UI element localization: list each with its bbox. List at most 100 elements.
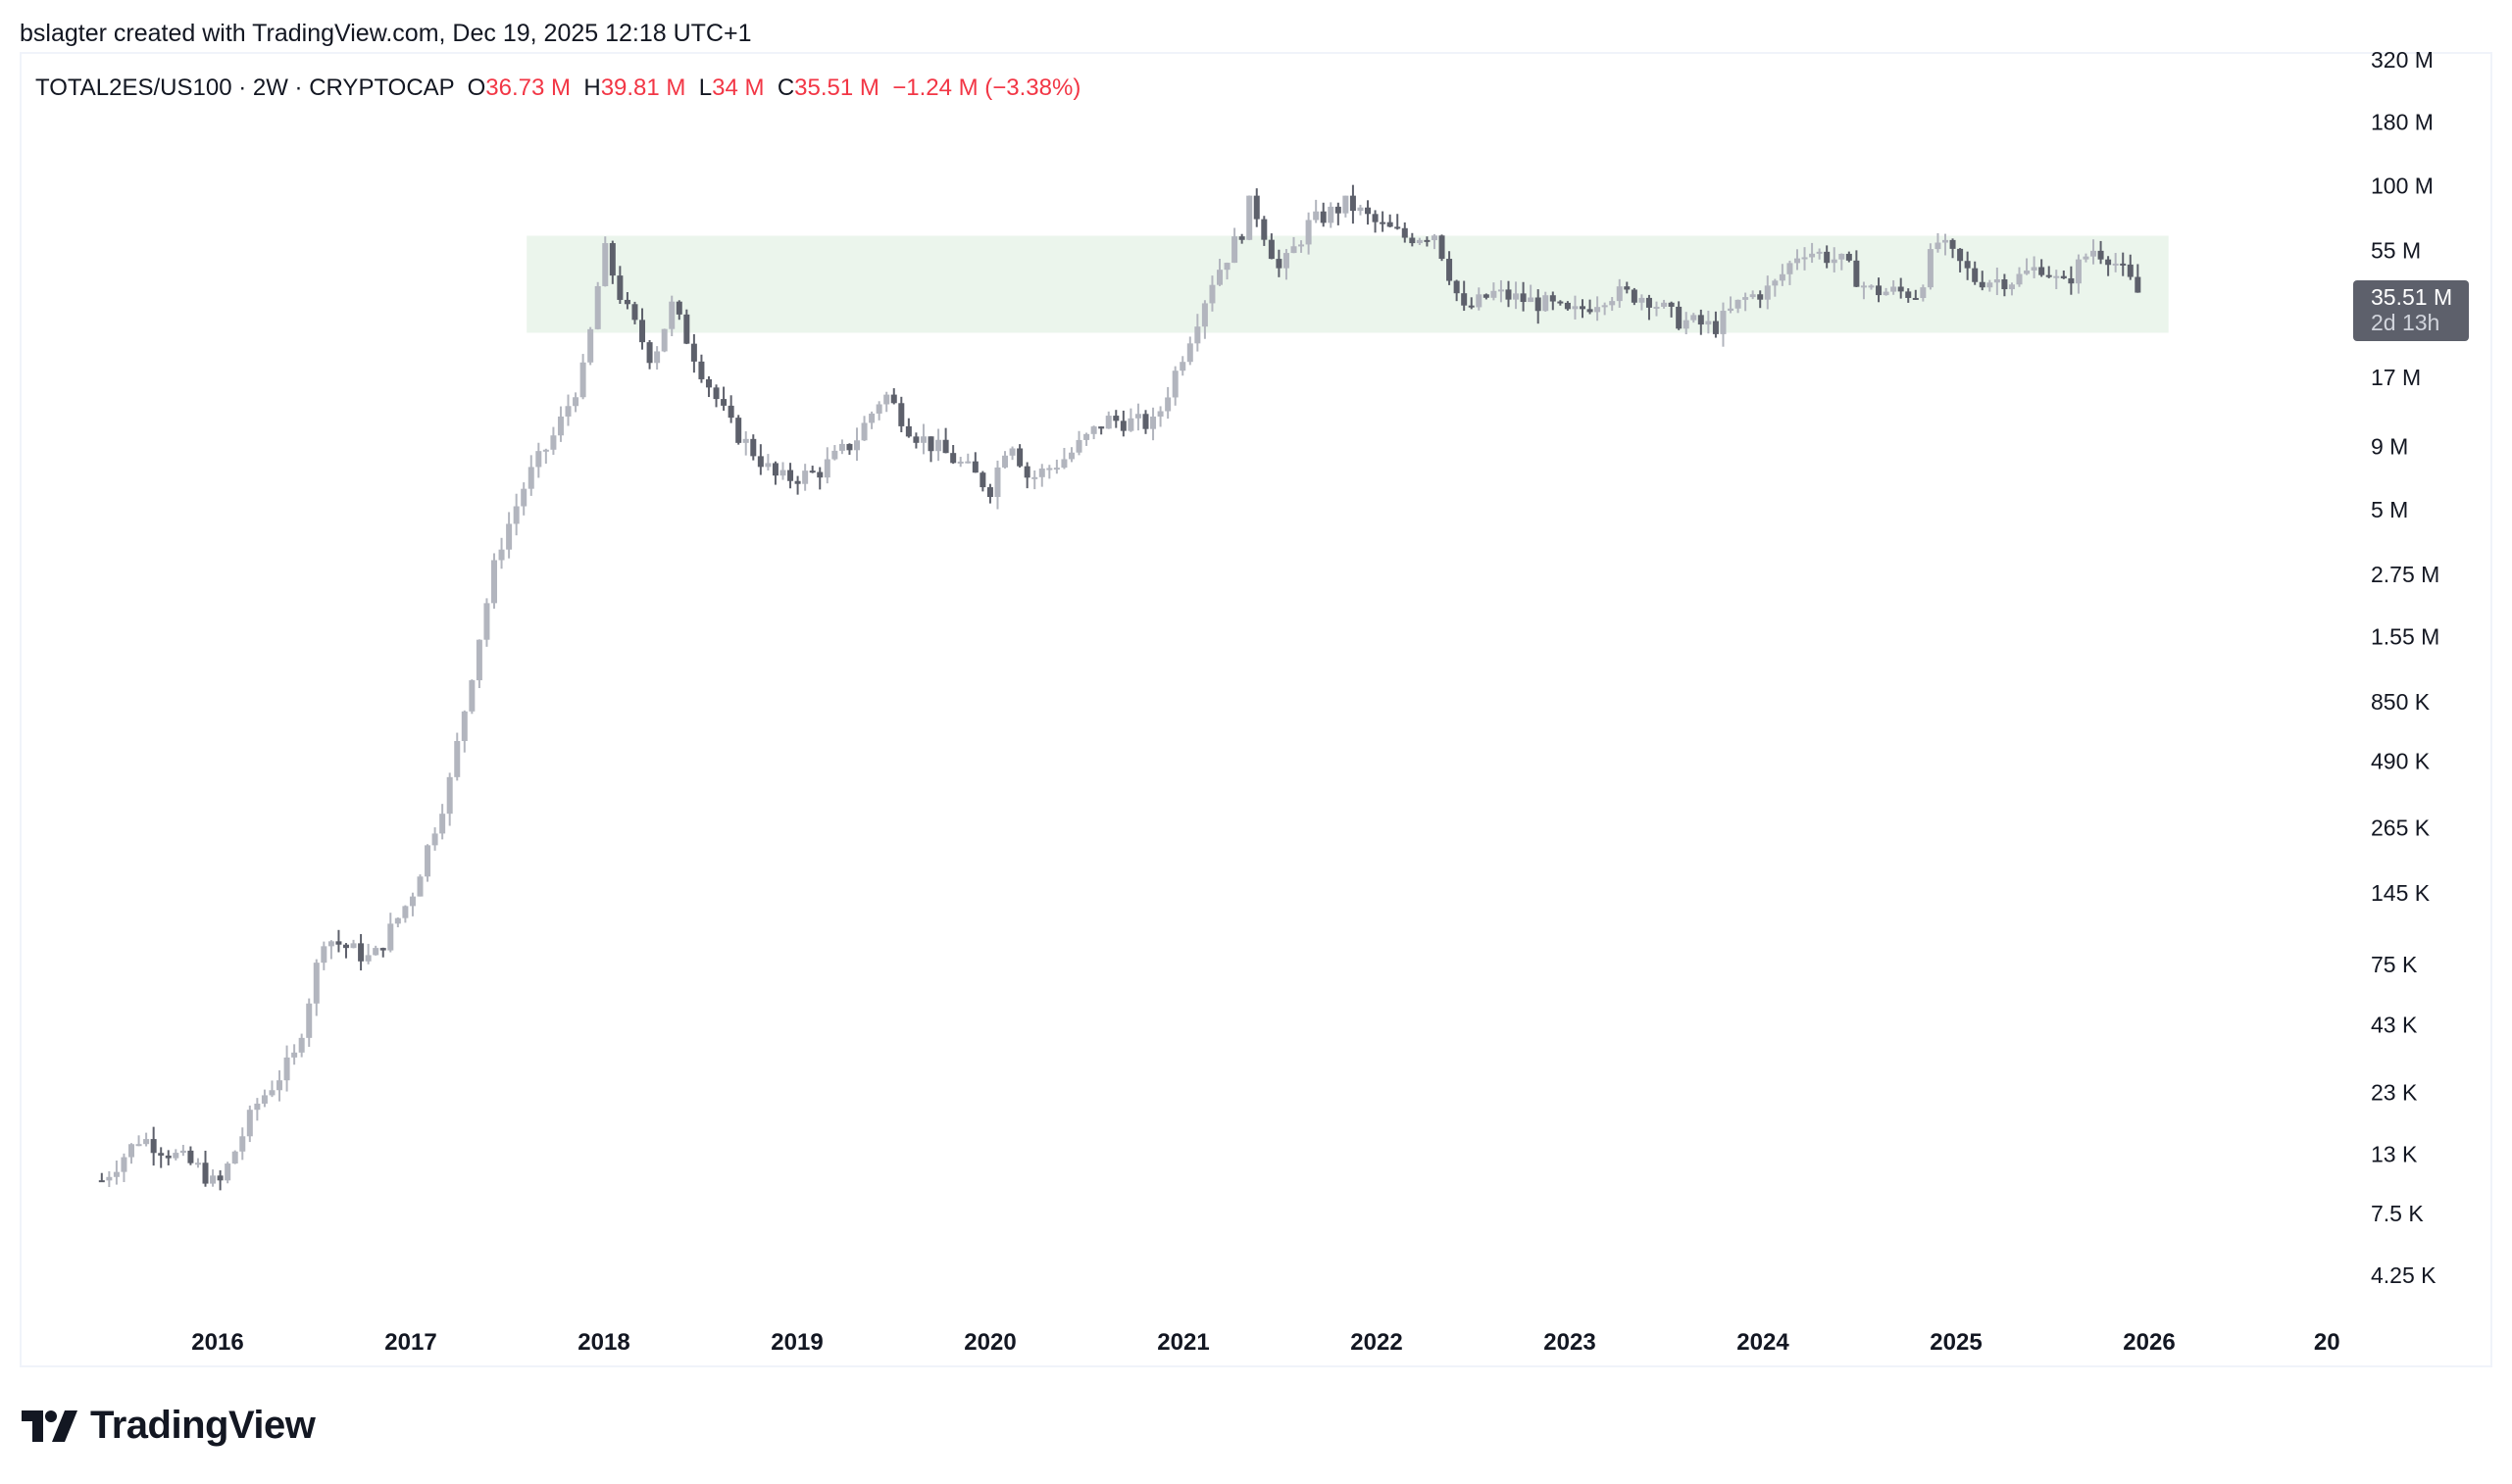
candle-body bbox=[1134, 414, 1141, 419]
candle-body bbox=[1246, 195, 1253, 240]
candle-body bbox=[2112, 263, 2119, 266]
candle-body bbox=[579, 362, 586, 398]
candle-body bbox=[1120, 420, 1127, 431]
price-tick-label: 1.55 M bbox=[2371, 624, 2439, 650]
candle-body bbox=[2016, 273, 2023, 285]
candle-body bbox=[1712, 321, 1719, 334]
chart-credit: bslagter created with TradingView.com, D… bbox=[20, 20, 752, 47]
price-tick-label: 13 K bbox=[2371, 1141, 2418, 1166]
candle-body bbox=[1772, 280, 1779, 286]
candle-body bbox=[1816, 251, 1823, 254]
candle-body bbox=[150, 1139, 157, 1154]
candle-body bbox=[2135, 276, 2141, 293]
candle-body bbox=[2008, 284, 2015, 290]
candle-body bbox=[1638, 297, 1645, 303]
candle-body bbox=[883, 394, 890, 405]
candle-body bbox=[1453, 280, 1460, 294]
candle-body bbox=[1061, 459, 1068, 469]
high-label: H bbox=[583, 74, 601, 101]
candle-body bbox=[210, 1175, 217, 1184]
candle-body bbox=[1964, 261, 1971, 269]
candle-body bbox=[957, 461, 964, 464]
candle-body bbox=[950, 453, 957, 464]
candle-body bbox=[1793, 258, 1800, 264]
candle-body bbox=[1105, 416, 1112, 429]
candle-body bbox=[521, 488, 528, 507]
candle-body bbox=[794, 480, 801, 484]
candle-body bbox=[1157, 411, 1164, 417]
candle-body bbox=[631, 304, 638, 321]
candle-body bbox=[1564, 302, 1571, 310]
candle-body bbox=[1031, 476, 1038, 479]
candle-body bbox=[425, 845, 431, 877]
candle-body bbox=[2105, 259, 2112, 266]
tradingview-logo-icon bbox=[22, 1410, 77, 1442]
candle-body bbox=[1172, 371, 1179, 398]
candle-body bbox=[409, 896, 416, 907]
candle-body bbox=[261, 1095, 268, 1104]
candle-body bbox=[1697, 315, 1704, 325]
last-price: 35.51 M bbox=[2371, 284, 2453, 310]
candle-body bbox=[2053, 275, 2060, 278]
candle-body bbox=[335, 941, 342, 945]
candle-body bbox=[327, 941, 334, 947]
candle-body bbox=[1282, 253, 1289, 269]
candle-body bbox=[165, 1155, 172, 1159]
candle-body bbox=[1845, 253, 1852, 261]
candle-body bbox=[1616, 286, 1623, 302]
time-tick-label: 2026 bbox=[2123, 1329, 2175, 1356]
candle-body bbox=[179, 1150, 186, 1154]
candle-body bbox=[869, 413, 876, 423]
candle-body bbox=[920, 436, 927, 443]
candle-body bbox=[1690, 315, 1697, 321]
candle-body bbox=[1401, 227, 1408, 238]
candle-body bbox=[217, 1175, 224, 1181]
candle-body bbox=[1868, 285, 1875, 288]
candle-body bbox=[387, 923, 394, 951]
candle-body bbox=[1216, 270, 1223, 285]
candle-body bbox=[461, 711, 468, 742]
price-tick-label: 100 M bbox=[2371, 173, 2434, 199]
candle-body bbox=[1972, 268, 1979, 282]
time-tick-label: 2023 bbox=[1543, 1329, 1595, 1356]
time-tick-label: 2019 bbox=[771, 1329, 823, 1356]
candle-body bbox=[1461, 293, 1468, 306]
candle-body bbox=[1528, 297, 1534, 303]
candle-body bbox=[817, 471, 824, 478]
tradingview-logo-text: TradingView bbox=[90, 1404, 316, 1447]
candle-body bbox=[98, 1180, 105, 1183]
close-value: 35.51 M bbox=[794, 74, 879, 101]
candle-body bbox=[876, 404, 882, 414]
candle-body bbox=[1372, 214, 1379, 223]
candle-body bbox=[1424, 239, 1431, 242]
candle-body bbox=[1824, 251, 1831, 264]
candle-body bbox=[1113, 416, 1120, 421]
candle-body bbox=[809, 470, 816, 473]
tradingview-logo[interactable]: TradingView bbox=[22, 1404, 316, 1448]
candle-body bbox=[446, 776, 453, 815]
candle-body bbox=[476, 639, 482, 681]
candle-body bbox=[1468, 305, 1475, 308]
candle-body bbox=[765, 463, 772, 468]
candle-body bbox=[1046, 468, 1053, 470]
candle-body bbox=[1534, 297, 1541, 312]
candle-body bbox=[1749, 294, 1756, 298]
candle-body bbox=[1728, 308, 1734, 312]
symbol-info[interactable]: TOTAL2ES/US100 · 2W · CRYPTOCAP bbox=[35, 74, 455, 101]
candle-body bbox=[787, 470, 794, 481]
candle-body bbox=[683, 314, 690, 344]
candle-body bbox=[513, 506, 520, 524]
candle-body bbox=[1313, 211, 1320, 221]
candle-body bbox=[587, 328, 594, 363]
candle-body bbox=[1897, 286, 1904, 292]
candle-body bbox=[676, 301, 682, 315]
price-tick-label: 145 K bbox=[2371, 880, 2431, 906]
candle-body bbox=[721, 399, 728, 406]
bar-countdown: 2d 13h bbox=[2371, 310, 2440, 335]
price-tick-label: 850 K bbox=[2371, 689, 2431, 715]
candle-body bbox=[1380, 222, 1386, 224]
candle-body bbox=[158, 1153, 165, 1156]
candle-body bbox=[2060, 275, 2067, 278]
change-value: −1.24 M (−3.38%) bbox=[892, 74, 1081, 101]
